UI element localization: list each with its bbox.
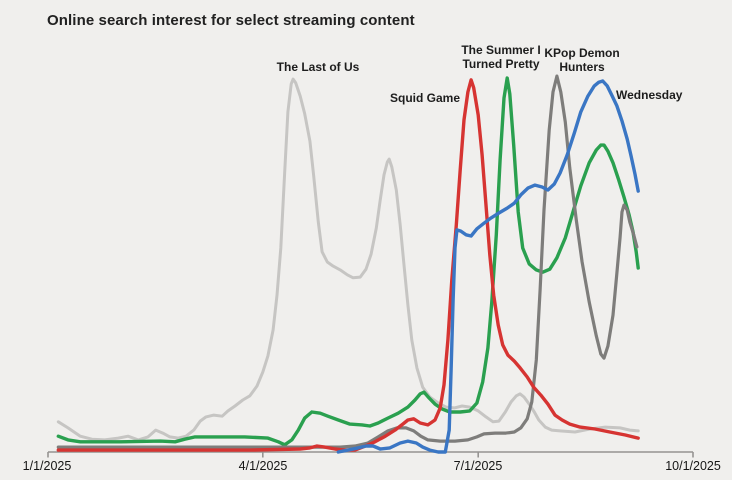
x-tick-label-apr: 4/1/2025 [238,459,288,473]
series-line-wednesday [336,79,640,454]
series-label-the-last-of-us: The Last of Us [276,60,360,74]
series-label-wednesday: Wednesday [616,88,683,102]
x-tick-label-jan: 1/1/2025 [22,459,72,473]
series-label-the-summer-i-turned-pretty: The Summer I Turned Pretty [461,43,541,72]
series-label-kpop-demon-hunters: KPop Demon Hunters [544,46,620,75]
chart-title: Online search interest for select stream… [47,12,415,29]
series-label-squid-game: Squid Game [389,91,460,105]
x-tick-label-jul: 7/1/2025 [453,459,503,473]
x-tick-label-oct: 10/1/2025 [665,459,721,473]
series-line-the-last-of-us [56,77,640,442]
series-line-the-summer-i-turned-pretty [56,76,640,447]
series-line-kpop-demon-hunters [56,74,639,449]
